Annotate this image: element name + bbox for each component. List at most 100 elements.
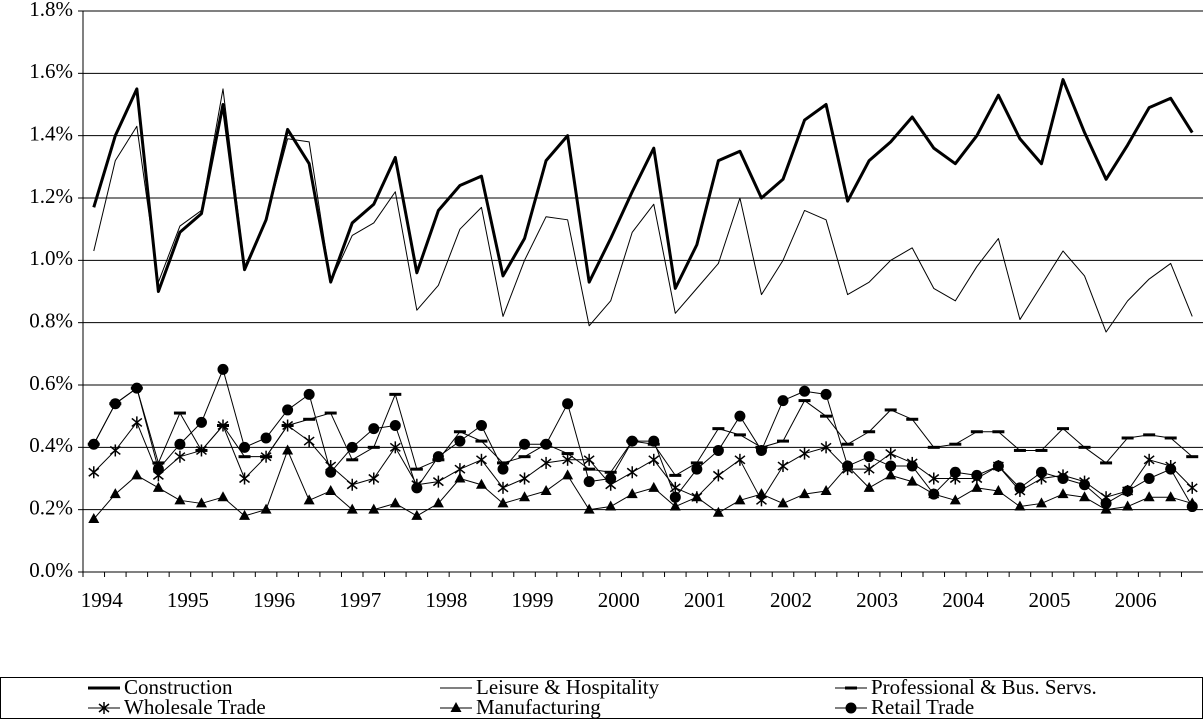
marker <box>540 484 552 495</box>
marker <box>109 488 121 499</box>
marker <box>1122 500 1134 511</box>
marker <box>863 463 875 476</box>
y-tick-label: 0.2% <box>29 495 73 519</box>
marker <box>734 410 746 422</box>
marker-stroke <box>475 455 487 465</box>
marker <box>755 488 767 499</box>
marker <box>583 453 595 466</box>
marker <box>195 497 207 508</box>
marker-stroke <box>863 464 875 474</box>
marker <box>1186 501 1198 513</box>
x-tick-label: 1997 <box>339 588 381 612</box>
marker <box>519 491 531 502</box>
marker <box>949 494 961 505</box>
marker <box>282 404 294 416</box>
marker <box>389 420 401 432</box>
x-tick-label: 2005 <box>1028 588 1070 612</box>
marker <box>239 441 251 453</box>
marker-stroke <box>885 448 897 459</box>
marker <box>1057 473 1069 484</box>
marker <box>1186 481 1198 494</box>
marker-stroke <box>239 473 251 484</box>
marker <box>540 438 552 450</box>
marker <box>303 388 315 400</box>
marker <box>303 435 315 448</box>
marker <box>131 469 143 480</box>
marker <box>346 478 358 491</box>
marker <box>605 473 617 484</box>
marker <box>605 500 617 511</box>
marker <box>497 497 509 508</box>
marker <box>346 503 358 514</box>
marker <box>325 484 337 495</box>
marker <box>885 460 897 472</box>
marker <box>88 466 100 479</box>
marker <box>260 503 272 514</box>
marker <box>497 463 509 475</box>
marker <box>109 398 121 410</box>
marker <box>432 497 444 508</box>
marker <box>669 500 681 511</box>
marker <box>1143 473 1155 484</box>
marker <box>88 438 100 450</box>
marker <box>949 466 961 478</box>
marker-stroke <box>669 483 681 493</box>
marker <box>648 435 660 447</box>
marker <box>1035 466 1047 478</box>
marker <box>239 472 251 485</box>
marker <box>217 491 229 502</box>
marker-stroke <box>454 464 466 474</box>
marker-stroke <box>928 473 940 484</box>
marker <box>863 451 875 463</box>
marker <box>152 463 164 475</box>
series-line <box>93 449 1193 520</box>
marker <box>562 398 574 410</box>
marker <box>217 419 229 432</box>
marker <box>260 450 272 463</box>
marker <box>1122 485 1134 497</box>
marker-stroke <box>195 445 207 456</box>
marker <box>691 463 703 475</box>
marker <box>928 488 940 500</box>
x-tick-label: 1996 <box>253 588 295 612</box>
marker <box>174 494 186 505</box>
marker <box>734 494 746 505</box>
marker <box>583 476 595 488</box>
marker-stroke <box>820 442 832 452</box>
marker <box>777 395 789 407</box>
marker <box>1035 497 1047 508</box>
marker <box>282 419 294 432</box>
marker <box>885 469 897 480</box>
marker <box>755 444 767 456</box>
marker <box>799 447 811 460</box>
marker <box>519 472 531 485</box>
marker-stroke <box>109 445 121 456</box>
marker <box>691 491 703 502</box>
x-tick-label: 2000 <box>598 588 640 612</box>
marker <box>325 466 337 478</box>
y-tick-label: 0.4% <box>29 433 73 457</box>
y-tick-label: 1.8% <box>29 0 73 21</box>
marker <box>626 435 638 447</box>
x-tick-label: 2004 <box>942 588 985 612</box>
marker <box>845 702 857 714</box>
y-tick-label: 1.4% <box>29 121 73 145</box>
marker <box>562 453 574 466</box>
y-tick-label: 1.0% <box>29 246 73 270</box>
marker <box>648 481 660 492</box>
marker <box>540 456 552 469</box>
marker <box>389 441 401 454</box>
marker <box>195 416 207 428</box>
x-tick-label: 2001 <box>684 588 726 612</box>
series-line <box>93 88 1193 333</box>
x-tick-label: 2002 <box>770 588 812 612</box>
x-tick-label: 1994 <box>81 588 124 612</box>
marker <box>497 481 509 494</box>
marker <box>98 702 110 714</box>
marker <box>88 513 100 524</box>
marker <box>669 491 681 503</box>
y-tick-label: 1.2% <box>29 184 73 208</box>
marker <box>1165 463 1177 475</box>
marker <box>432 475 444 488</box>
